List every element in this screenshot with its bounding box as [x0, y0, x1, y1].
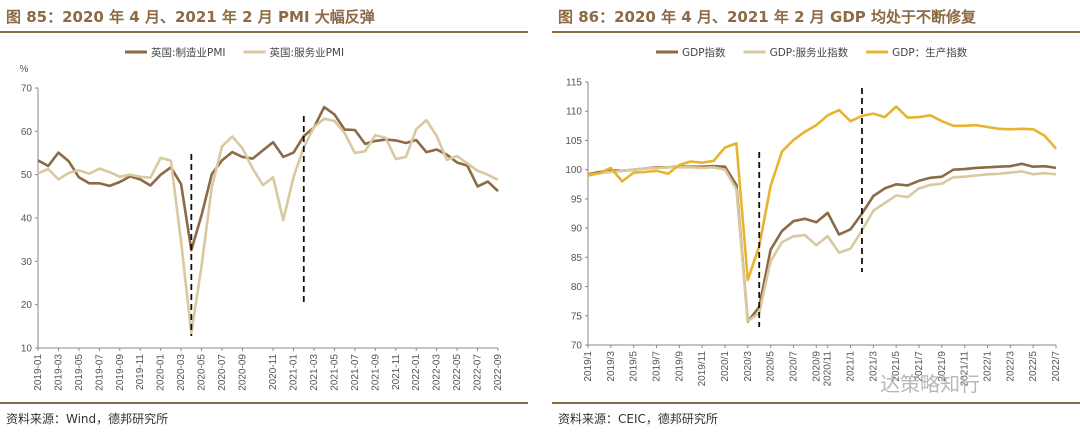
x-tick-label: 2022-03 [432, 354, 443, 391]
y-tick-label: 70 [571, 341, 583, 352]
x-tick-label: 2022-01 [411, 354, 422, 391]
x-tick-label: 2022/5 [1028, 351, 1039, 382]
y-tick-label: 100 [565, 165, 582, 176]
pmi-chart: 10 20 30 40 50 60 70% 2019-01 2019-03 2019-05 2019… [20, 46, 504, 391]
x-tick-label: 2021-05 [329, 354, 340, 391]
x-tick-label: 2022/3 [1005, 351, 1016, 382]
y-tick-label: 75 [571, 311, 583, 322]
x-tick-label: 2019-07 [94, 354, 105, 391]
x-tick-label: 2019-11 [135, 354, 146, 390]
series-line-0-0 [37, 105, 499, 252]
x-tick-label: 2019-09 [115, 354, 126, 391]
x-tick-label: 2019/11 [697, 351, 708, 387]
x-tick-label: 2021/11 [960, 351, 971, 387]
x-tick-label: 2019/7 [651, 351, 662, 382]
x-tick-label: 2020-05 [197, 354, 208, 391]
watermark: 达策略知行 [880, 372, 980, 396]
x-tick-label: 2019/9 [674, 351, 685, 382]
left-chart-title: 图 85：2020 年 4 月、2021 年 2 月 PMI 大幅反弹 [6, 8, 375, 26]
x-tick-label: 2022-05 [452, 354, 463, 391]
x-tick-label: 2022/1 [983, 351, 994, 382]
legend-label-0: 英国:制造业PMI [151, 46, 226, 59]
y-tick-label: 115 [566, 78, 582, 89]
right-source-rule [552, 402, 1080, 404]
left-title-rule [0, 31, 528, 33]
x-tick-label: 2021-11 [391, 354, 402, 390]
y-tick-label: 90 [571, 224, 583, 235]
legend-label-1: GDP:服务业指数 [770, 46, 849, 59]
x-tick-label: 2021/3 [868, 351, 879, 382]
y-tick-label: 110 [566, 107, 582, 118]
right-chart-panel: 图 86：2020 年 4 月、2021 年 2 月 GDP 均处于不断修复 7… [552, 0, 1080, 434]
x-tick-label: 2020-03 [176, 354, 187, 391]
y-tick-label: 40 [21, 214, 33, 225]
y-tick-label: 60 [21, 127, 33, 138]
x-tick-label: 2019-01 [33, 354, 44, 391]
series-line-1-2 [587, 105, 1057, 282]
x-tick-label: 2022-09 [493, 354, 504, 391]
y-tick-label: 80 [571, 282, 583, 293]
x-tick-label: 2020-01 [156, 354, 167, 391]
gdp-chart: 70 75 80 85 90 95 100 105 110 115 2019/1 2019/3 2019… [565, 46, 1062, 387]
legend-label-1: 英国:服务业PMI [270, 46, 345, 59]
x-tick-label: 2020/7 [788, 351, 799, 382]
x-tick-label: 2020-07 [217, 354, 228, 391]
x-tick-label: 2021/5 [891, 351, 902, 382]
y-tick-label: 50 [21, 170, 33, 181]
x-tick-label: 2021/1 [846, 351, 857, 382]
x-tick-label: 2021-03 [309, 354, 320, 391]
x-tick-label: 2020/3 [743, 351, 754, 382]
x-tick-label: 2020-11 [268, 354, 279, 390]
y-tick-label: 95 [571, 194, 583, 205]
legend-label-2: GDP：生产指数 [892, 46, 968, 59]
x-tick-label: 2021-07 [350, 354, 361, 391]
y-tick-label: 85 [571, 253, 583, 264]
x-tick-label: 2020/5 [766, 351, 777, 382]
x-tick-label: 2022-07 [473, 354, 484, 391]
series-line-0-1 [37, 117, 499, 335]
y-tick-label: 30 [21, 257, 33, 268]
y-axis-label: % [20, 64, 29, 75]
y-tick-label: 70 [21, 84, 33, 95]
x-tick-label: 2019-05 [74, 354, 85, 391]
x-tick-label: 2019/3 [606, 351, 617, 382]
x-tick-label: 2021/9 [937, 351, 948, 382]
left-source-rule [0, 402, 528, 404]
left-source-note: 资料来源：Wind，德邦研究所 [6, 412, 169, 426]
x-tick-label: 2020-09 [237, 354, 248, 391]
series-line-1-1 [587, 166, 1057, 323]
series-line-1-0 [587, 162, 1057, 323]
x-tick-label: 2020/1 [720, 351, 731, 382]
x-tick-label: 2022/7 [1051, 351, 1062, 382]
left-chart-panel: 图 85：2020 年 4 月、2021 年 2 月 PMI 大幅反弹 10 20… [0, 0, 528, 434]
right-title-rule [552, 31, 1080, 33]
x-tick-label: 2020/9 [811, 351, 822, 382]
x-tick-label: 2019/1 [583, 351, 594, 382]
x-tick-label: 2020/11 [823, 351, 834, 387]
legend-label-0: GDP指数 [682, 46, 726, 59]
x-tick-label: 2021/7 [914, 351, 925, 382]
y-tick-label: 105 [565, 136, 582, 147]
right-source-note: 资料来源：CEIC，德邦研究所 [558, 412, 718, 426]
x-tick-label: 2019/5 [629, 351, 640, 382]
y-tick-label: 20 [21, 300, 33, 311]
right-chart-title: 图 86：2020 年 4 月、2021 年 2 月 GDP 均处于不断修复 [558, 8, 977, 26]
x-tick-label: 2019-03 [53, 354, 64, 391]
x-tick-label: 2021-09 [370, 354, 381, 391]
x-tick-label: 2021-01 [289, 354, 300, 391]
y-tick-label: 10 [21, 344, 33, 355]
